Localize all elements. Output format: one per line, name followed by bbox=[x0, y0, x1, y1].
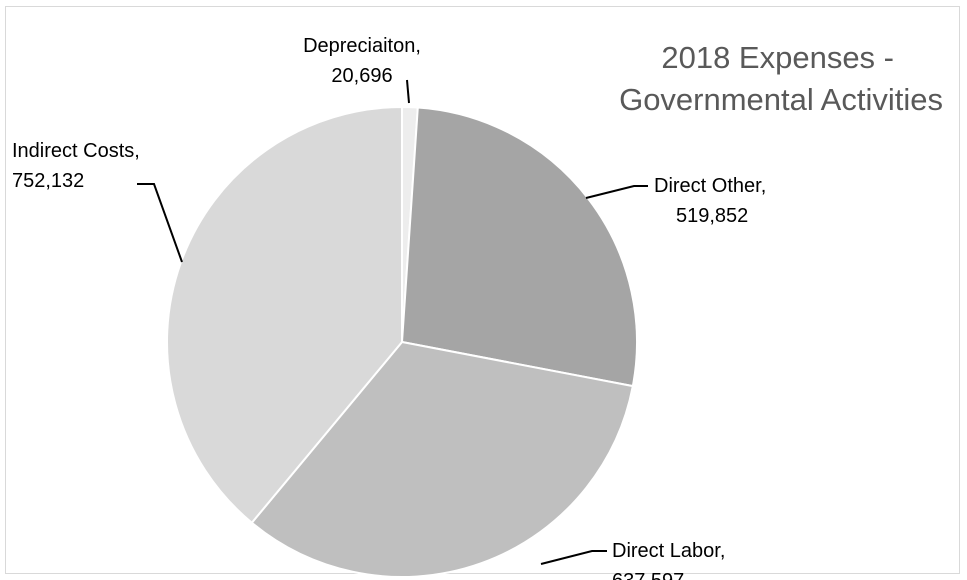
data-label-direct-labor: Direct Labor, 637,597 bbox=[612, 540, 725, 580]
data-label-category: Indirect Costs, bbox=[12, 140, 140, 162]
chart-title-line-1: 2018 Expenses - bbox=[661, 40, 894, 75]
data-label-value: 637,597 bbox=[612, 570, 684, 580]
leader-line-direct-labor bbox=[540, 550, 607, 565]
data-label-indirect-costs: Indirect Costs, 752,132 bbox=[12, 140, 140, 192]
data-label-category: Direct Other, bbox=[654, 175, 766, 197]
data-label-value: 752,132 bbox=[12, 170, 84, 192]
chart-title-line-2: Governmental Activities bbox=[619, 82, 943, 117]
data-label-depreciaiton: Depreciaiton, 20,696 bbox=[303, 35, 421, 87]
data-label-value: 519,852 bbox=[676, 205, 748, 227]
pie-slice-direct-other bbox=[400, 106, 638, 388]
data-label-direct-other: Direct Other, 519,852 bbox=[654, 175, 766, 227]
leader-line-depreciaiton bbox=[406, 79, 410, 104]
data-label-category: Direct Labor, bbox=[612, 540, 725, 562]
leader-line-indirect-costs bbox=[137, 183, 183, 263]
pie-slice-direct-labor bbox=[250, 340, 635, 578]
leader-line-direct-other bbox=[585, 185, 648, 199]
pie-slice-indirect-costs bbox=[166, 105, 403, 525]
data-label-category: Depreciaiton, bbox=[303, 35, 421, 57]
data-label-value: 20,696 bbox=[331, 65, 392, 87]
